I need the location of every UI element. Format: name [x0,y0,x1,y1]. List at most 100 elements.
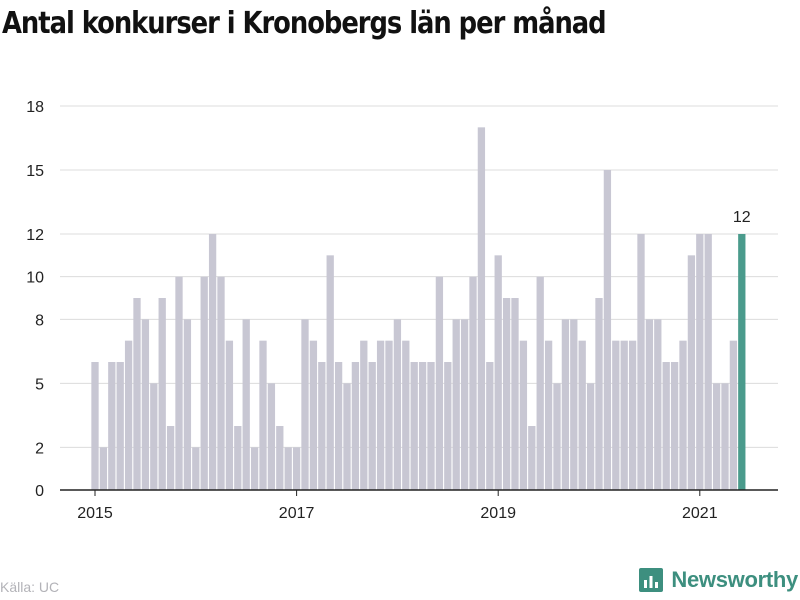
bar [738,234,746,490]
bar [368,362,376,490]
bar [141,319,150,490]
y-tick-label: 18 [26,99,44,116]
bar [679,340,687,490]
value-labels: 12 [733,209,751,226]
bar [318,362,326,490]
bar [351,362,360,490]
bar [292,447,301,490]
bar [628,340,637,490]
bar [326,255,334,490]
bar [91,362,99,490]
bar [502,298,511,490]
bar [712,383,721,490]
bar [242,319,250,490]
chart-icon [639,568,664,592]
bar [343,383,351,490]
bar [561,319,570,490]
bar [166,426,175,490]
bar [469,276,477,490]
bar [158,298,166,490]
bar [410,362,418,490]
bar [528,426,536,490]
bar [721,383,729,490]
bar [225,340,234,490]
bar [662,362,670,490]
bar [620,340,628,490]
bar [175,276,183,490]
bar [284,447,292,490]
y-tick-label: 10 [26,270,44,287]
x-axis: 2015 2017 2019 2021 [60,489,778,522]
bar [544,340,553,490]
bar [124,340,133,490]
bar [595,298,603,490]
bar [385,340,393,490]
bar [435,276,444,490]
y-tick-label: 15 [26,163,44,180]
bar [192,447,200,490]
x-tick-label: 2019 [480,505,516,522]
y-tick-label: 0 [35,483,44,500]
bar [729,340,738,490]
bar [334,362,343,490]
bar [553,383,561,490]
brand-logo[interactable]: Newsworthy [639,567,798,593]
source-note: Källa: UC [0,579,60,595]
bar [570,319,578,490]
bar [250,447,259,490]
bar [603,170,612,490]
bar [670,362,679,490]
bar [208,234,217,490]
brand-name: Newsworthy [671,567,798,592]
x-tick-label: 2021 [682,505,718,522]
last-value-label: 12 [733,209,751,226]
bar [645,319,654,490]
chart-title: Antal konkurser i Kronobergs län per mån… [2,6,607,41]
bar [452,319,460,490]
bar [578,340,586,490]
bar [376,340,385,490]
bar [704,234,712,490]
bar [267,383,276,490]
bar [427,362,435,490]
bar [150,383,158,490]
bar [486,362,494,490]
bar [511,298,519,490]
bar [108,362,116,490]
bar [612,340,620,490]
bar [494,255,502,490]
bars [91,127,746,490]
bar [200,276,208,490]
bar [418,362,427,490]
bar [183,319,192,490]
bar [460,319,469,490]
bar [477,127,486,490]
bar [586,383,595,490]
bar [637,234,645,490]
bar [116,362,124,490]
x-tick-label: 2017 [279,505,315,522]
bar [234,426,242,490]
x-tick-label: 2015 [77,505,113,522]
bar [301,319,309,490]
bar [393,319,402,490]
bar [360,340,368,490]
bar [309,340,318,490]
bar [276,426,284,490]
y-axis: 0 2 5 8 10 12 15 18 [26,99,44,500]
bar [99,447,108,490]
y-tick-label: 2 [35,440,44,457]
bar [654,319,662,490]
bar [696,234,704,490]
y-tick-label: 5 [35,376,44,393]
bar [687,255,696,490]
bar [133,298,141,490]
bar [259,340,267,490]
bar [536,276,544,490]
bar [444,362,452,490]
bar [519,340,528,490]
y-tick-label: 8 [35,312,44,329]
bar [217,276,225,490]
y-tick-label: 12 [26,227,44,244]
